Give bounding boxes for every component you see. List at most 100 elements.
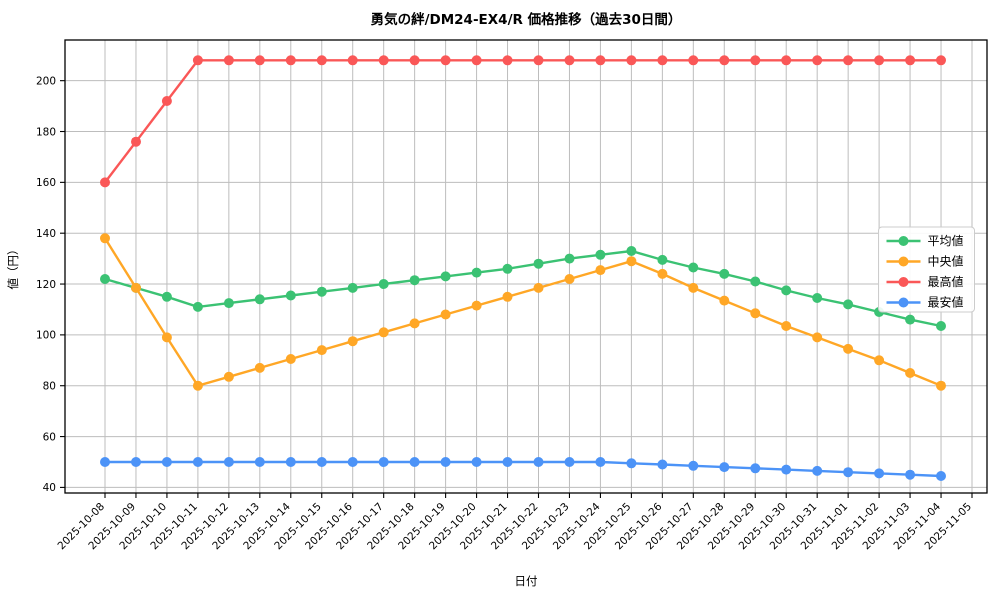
chart-title: 勇気の絆/DM24-EX4/R 価格推移（過去30日間） — [371, 11, 682, 28]
highest-series — [100, 55, 946, 188]
y-tick-label: 100 — [36, 330, 56, 342]
data-point-marker — [161, 457, 172, 467]
data-point-marker — [254, 294, 265, 305]
data-point-marker — [100, 274, 110, 284]
data-point-marker — [254, 457, 265, 467]
data-point-marker — [533, 282, 544, 293]
data-point-marker — [564, 55, 575, 66]
data-point-marker — [905, 469, 916, 480]
series-line — [103, 237, 942, 388]
y-tick-label: 120 — [36, 279, 56, 291]
data-point-marker — [409, 275, 420, 286]
lowest-series — [100, 457, 946, 481]
series-line — [104, 59, 941, 184]
data-point-marker — [285, 457, 296, 467]
legend-item: 中央値 — [886, 254, 964, 269]
data-point-marker — [719, 295, 730, 306]
data-point-marker — [378, 55, 389, 66]
data-point-marker — [440, 309, 451, 320]
data-point-marker — [812, 293, 823, 303]
data-point-marker — [223, 457, 234, 467]
data-point-marker — [502, 55, 513, 66]
data-point-marker — [409, 457, 420, 467]
data-point-marker — [409, 318, 420, 329]
data-point-marker — [471, 55, 482, 66]
data-point-marker — [843, 467, 854, 478]
data-point-marker — [812, 55, 823, 66]
data-point-marker — [626, 246, 637, 256]
legend-label: 中央値 — [928, 254, 964, 269]
data-point-marker — [812, 465, 823, 476]
data-point-marker — [100, 457, 110, 467]
data-point-marker — [378, 457, 389, 467]
y-tick-label: 140 — [36, 228, 56, 240]
gridlines — [65, 40, 987, 493]
data-point-marker — [719, 55, 730, 66]
tick-marks — [60, 80, 973, 498]
data-point-marker — [223, 55, 234, 66]
data-point-marker — [161, 332, 172, 343]
data-point-marker — [750, 276, 761, 287]
legend-marker — [898, 297, 909, 308]
data-point-marker — [440, 271, 451, 282]
data-point-marker — [936, 321, 946, 331]
data-point-marker — [316, 345, 327, 356]
data-point-marker — [100, 177, 110, 188]
data-point-marker — [533, 457, 544, 467]
legend-item: 最安値 — [886, 295, 964, 310]
data-point-marker — [781, 464, 792, 475]
data-point-marker — [688, 282, 699, 293]
data-point-marker — [192, 380, 203, 391]
data-point-marker — [750, 55, 761, 66]
data-point-marker — [657, 459, 668, 470]
data-point-marker — [254, 362, 265, 373]
data-point-marker — [440, 55, 451, 66]
data-point-marker — [131, 457, 141, 467]
data-point-marker — [471, 300, 482, 311]
data-point-marker — [626, 55, 637, 66]
legend-box — [878, 226, 975, 313]
data-point-marker — [502, 263, 513, 274]
data-point-marker — [688, 55, 699, 66]
legend-marker — [898, 277, 909, 287]
legend-label: 最安値 — [928, 295, 964, 310]
data-point-marker — [502, 291, 513, 302]
legend-marker — [898, 236, 909, 246]
data-point-marker — [471, 267, 482, 278]
data-point-marker — [905, 55, 916, 66]
data-point-marker — [223, 371, 234, 382]
plot-border — [64, 39, 988, 494]
y-axis-label: 値（円） — [6, 244, 20, 290]
data-point-marker — [409, 55, 420, 66]
legend-label: 最高値 — [928, 274, 964, 289]
data-point-marker — [874, 468, 885, 479]
data-point-marker — [905, 368, 916, 378]
data-point-marker — [347, 282, 358, 293]
data-point-marker — [533, 258, 544, 269]
data-point-marker — [192, 301, 203, 312]
y-tick-label: 40 — [43, 482, 56, 494]
data-point-marker — [564, 457, 575, 467]
data-point-marker — [100, 233, 110, 244]
y-tick-label: 180 — [36, 126, 56, 138]
data-point-marker — [564, 274, 575, 284]
data-point-marker — [378, 279, 389, 289]
data-point-marker — [564, 253, 575, 264]
data-point-marker — [595, 265, 606, 276]
legend-marker — [898, 256, 909, 267]
y-tick-label: 60 — [43, 431, 56, 443]
data-point-marker — [347, 457, 358, 467]
y-tick-labels: 40 60 80 100 120 140 160 180 200 — [36, 75, 56, 494]
data-point-marker — [781, 321, 792, 331]
data-point-marker — [719, 268, 730, 279]
data-point-marker — [936, 55, 946, 66]
data-point-marker — [874, 55, 885, 66]
series-line — [105, 460, 942, 478]
data-point-marker — [440, 457, 451, 467]
average-series — [100, 246, 946, 331]
y-tick-label: 160 — [36, 177, 56, 189]
data-point-marker — [719, 462, 730, 473]
